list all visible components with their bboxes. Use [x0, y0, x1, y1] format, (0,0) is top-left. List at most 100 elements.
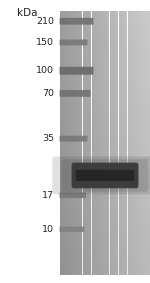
Text: kDa: kDa	[17, 8, 37, 18]
Bar	[60, 248, 150, 255]
Bar	[60, 11, 150, 18]
Bar	[63, 11, 64, 275]
Bar	[60, 156, 150, 163]
Bar	[67, 11, 68, 275]
Bar	[108, 11, 110, 275]
Text: 100: 100	[36, 66, 54, 75]
FancyBboxPatch shape	[60, 67, 93, 75]
Bar	[102, 11, 103, 275]
Bar	[147, 11, 148, 275]
Bar	[136, 11, 138, 275]
Bar	[60, 196, 150, 202]
Text: 210: 210	[36, 17, 54, 26]
Bar	[60, 215, 150, 222]
Bar	[60, 242, 150, 248]
Bar	[141, 11, 142, 275]
Bar	[68, 11, 69, 275]
Bar	[112, 11, 113, 275]
Bar	[70, 11, 71, 275]
Bar	[60, 130, 150, 136]
Bar	[60, 202, 150, 209]
Bar	[71, 11, 72, 275]
Bar	[132, 11, 133, 275]
FancyBboxPatch shape	[72, 163, 138, 188]
Bar	[60, 228, 150, 235]
Bar	[60, 77, 150, 84]
Bar	[60, 57, 150, 64]
Bar	[122, 11, 123, 275]
Bar	[118, 11, 120, 275]
Text: 17: 17	[42, 191, 54, 200]
Bar	[75, 11, 76, 275]
Bar	[95, 11, 96, 275]
Bar	[128, 11, 129, 275]
Bar	[60, 24, 150, 31]
Bar	[143, 11, 144, 275]
Text: 150: 150	[36, 38, 54, 47]
FancyBboxPatch shape	[60, 227, 84, 232]
Bar	[60, 136, 150, 143]
Bar	[124, 11, 125, 275]
Bar	[60, 169, 150, 176]
Bar	[60, 189, 150, 196]
Bar	[60, 97, 150, 104]
Bar	[107, 11, 108, 275]
Bar	[117, 11, 118, 275]
Bar	[60, 163, 150, 169]
Bar	[60, 18, 150, 25]
Bar	[84, 11, 85, 275]
Bar	[60, 123, 150, 130]
Bar	[87, 11, 88, 275]
Bar	[60, 255, 150, 261]
Bar	[74, 11, 75, 275]
Bar	[114, 11, 115, 275]
Bar	[82, 11, 84, 275]
Bar	[140, 11, 141, 275]
Bar	[61, 11, 62, 275]
Bar	[60, 31, 150, 38]
Bar	[62, 11, 63, 275]
Bar	[60, 117, 150, 123]
Bar	[121, 11, 122, 275]
Bar	[126, 11, 128, 275]
Bar	[60, 209, 150, 215]
FancyBboxPatch shape	[60, 136, 87, 142]
Bar	[79, 11, 80, 275]
Bar	[60, 149, 150, 156]
FancyBboxPatch shape	[62, 159, 148, 192]
Bar	[96, 11, 97, 275]
Bar	[106, 11, 107, 275]
Bar	[123, 11, 124, 275]
Bar	[111, 11, 112, 275]
Bar	[60, 70, 150, 77]
Bar	[81, 11, 83, 275]
Bar	[99, 11, 100, 275]
Bar	[60, 143, 150, 149]
Bar	[86, 11, 87, 275]
Bar	[60, 222, 150, 228]
Bar	[92, 11, 93, 275]
Bar	[131, 11, 132, 275]
Bar	[80, 11, 81, 275]
FancyBboxPatch shape	[76, 170, 134, 181]
Bar	[60, 268, 150, 275]
Bar	[77, 11, 78, 275]
Bar	[69, 11, 70, 275]
FancyBboxPatch shape	[52, 156, 150, 194]
Bar	[60, 84, 150, 90]
Bar	[116, 11, 117, 275]
Text: 35: 35	[42, 134, 54, 143]
Bar	[60, 104, 150, 110]
Bar	[78, 11, 79, 275]
Bar	[97, 11, 98, 275]
Bar	[103, 11, 104, 275]
Bar	[110, 11, 111, 275]
Bar	[142, 11, 143, 275]
Bar	[115, 11, 116, 275]
Bar	[125, 11, 126, 275]
Bar	[60, 11, 61, 275]
Bar	[89, 11, 90, 275]
Bar	[60, 51, 150, 57]
Bar	[60, 235, 150, 242]
FancyBboxPatch shape	[60, 39, 87, 45]
